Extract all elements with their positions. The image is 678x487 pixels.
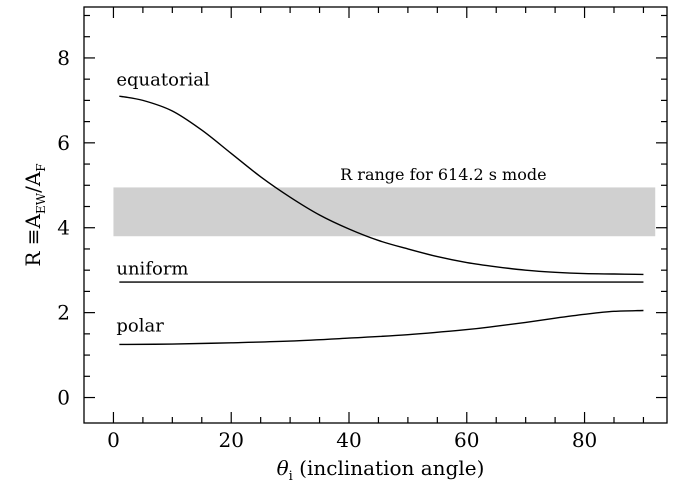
axes-layer [83,6,668,424]
x-tick-label: 80 [572,428,597,452]
annotation-polar: polar [116,316,164,337]
y-axis-label: R ≡AEW/AF [21,163,48,266]
series-line-polar [119,309,644,346]
series-layer [119,95,644,346]
y-tick-label: 0 [57,386,70,410]
annotation-uniform: uniform [116,258,188,279]
y-tick-label: 8 [57,46,70,70]
y-tick-label: 2 [57,301,70,325]
x-tick-label: 0 [107,428,120,452]
x-tick-label: 40 [336,428,361,452]
axis-labels-layer: 0 20 40 60 80 0 2 4 6 8 θi (inclination angle) R ≡A… [21,46,597,484]
series-line-equatorial [119,95,644,276]
band-layer: R range for 614.2 s mode [113,165,656,237]
x-tick-label: 60 [454,428,479,452]
band-label: R range for 614.2 s mode [340,165,546,184]
x-tick-label: 20 [218,428,243,452]
x-axis-label: θi (inclination angle) [277,456,485,483]
y-tick-label: 4 [57,216,70,240]
annotation-equatorial: equatorial [116,70,210,91]
y-tick-label: 6 [57,131,70,155]
annotation-layer: equatorial uniform polar [116,70,210,337]
plot-frame [83,6,668,424]
r-range-band [113,187,656,237]
